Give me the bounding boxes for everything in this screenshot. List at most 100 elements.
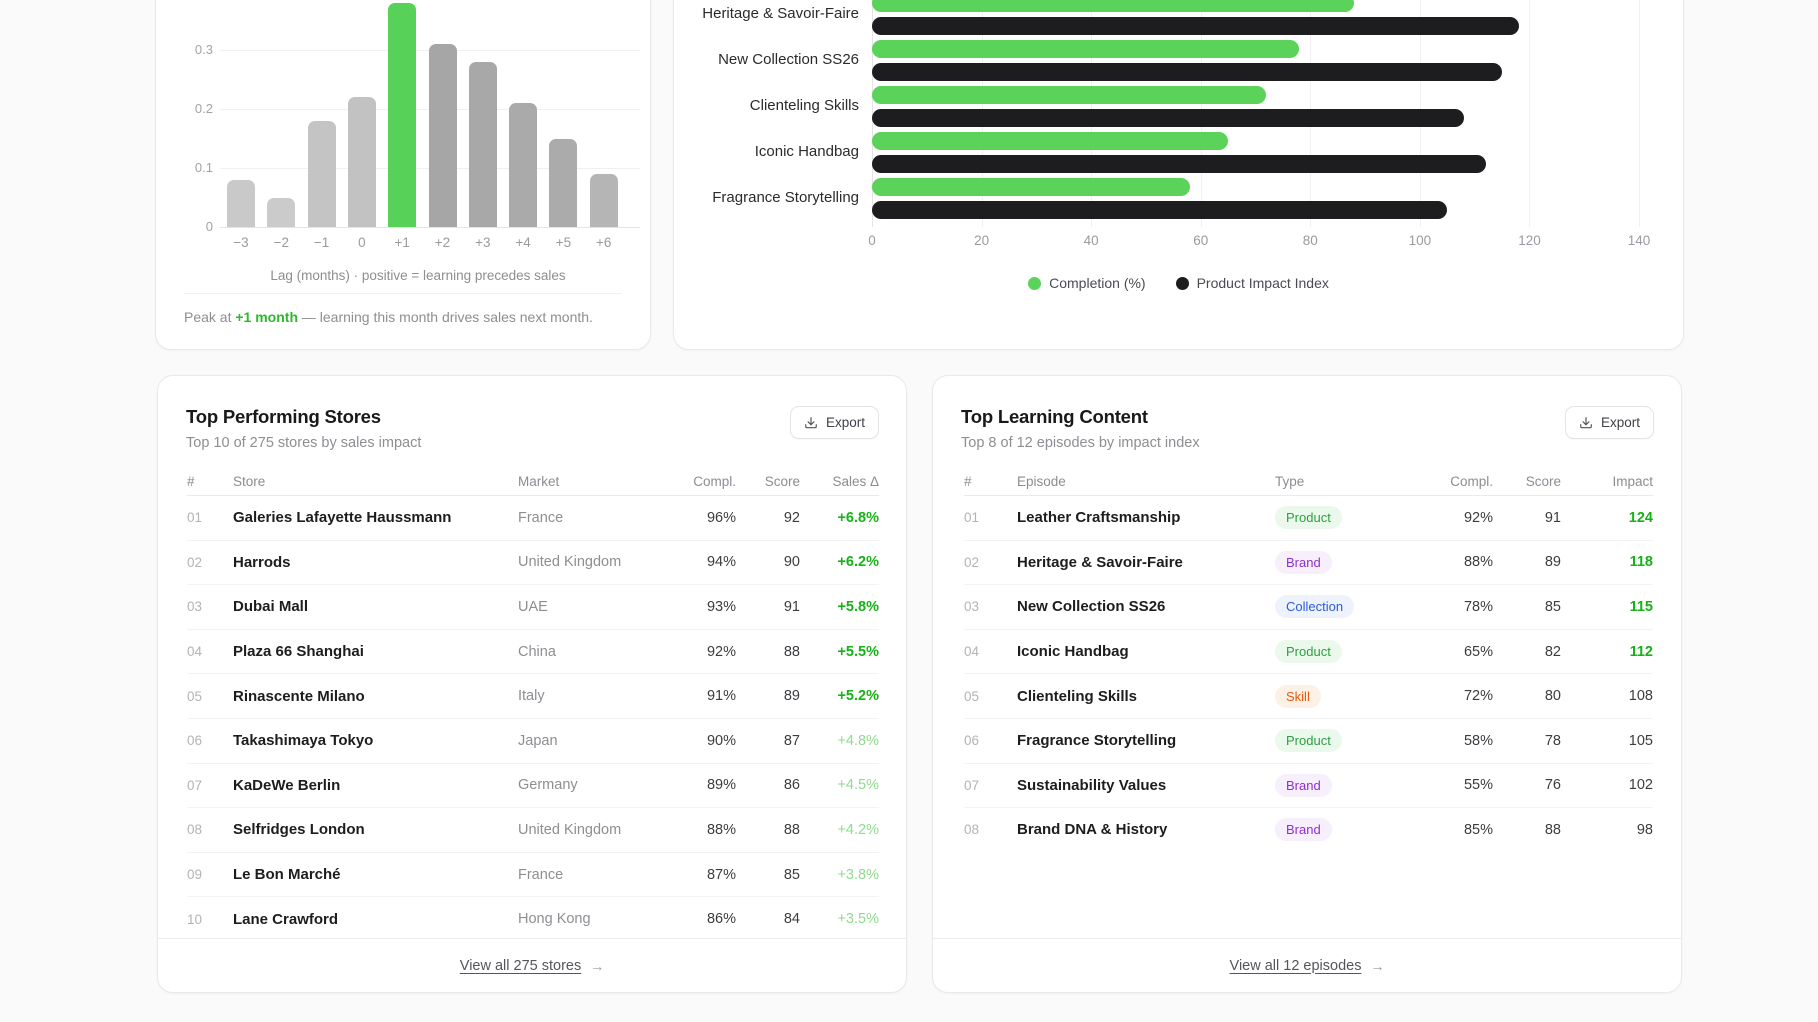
lag-correlation-card: Lag (months) · positive = learning prece… [155,0,651,350]
cell-sales-delta: +5.2% [837,688,879,705]
cell-store: Le Bon Marché [233,866,341,884]
cell-compl: 87% [706,866,736,883]
cell-store: Harrods [233,553,291,571]
cell-type: Brand [1275,818,1423,842]
type-badge: Brand [1275,773,1332,797]
cell-compl: 88% [706,821,736,838]
caption-suffix: — learning this month drives sales next … [298,309,593,325]
cell-episode: Iconic Handbag [1017,643,1129,661]
cell-impact: 105 [1628,732,1653,749]
cell-market: United Kingdom [518,821,622,838]
table-row: 03 New Collection SS26 Collection 78% 85 115 [964,585,1653,630]
cell-market: Japan [518,732,558,749]
type-badge: Skill [1275,684,1321,708]
type-badge: Product [1275,729,1342,753]
cell-score: 89 [783,688,800,705]
episodes-table: # Episode Type Compl. Score Impact 01 Leather C… [964,468,1653,852]
arrow-right-icon: → [1370,957,1385,974]
cell-store: Takashimaya Tokyo [233,732,374,750]
type-badge: Brand [1275,818,1332,842]
type-badge: Product [1275,506,1342,530]
cell-score: 88 [783,821,800,838]
top-learning-content-card: Top Learning Content Top 8 of 12 episode… [932,375,1682,993]
cell-type: Brand [1275,550,1423,574]
stores-table: # Store Market Compl. Score Sales Δ 01 Galeries… [187,468,879,941]
download-icon [1579,416,1593,430]
cell-rank: 03 [187,599,203,615]
x-tick-label: +2 [434,235,451,250]
cell-episode: Leather Craftsmanship [1017,509,1181,527]
x-tick-label: 140 [1627,233,1651,248]
cell-compl: 94% [706,554,736,571]
cell-rank: 03 [964,599,980,615]
legend-item-impact: Product Impact Index [1175,275,1329,291]
lag-bar [428,44,457,227]
cell-score: 90 [783,554,800,571]
cell-sales-delta: +3.8% [837,866,879,883]
cell-type: Skill [1275,684,1423,708]
cell-score: 85 [1544,598,1561,615]
cell-episode: Sustainability Values [1017,776,1167,794]
caption-prefix: Peak at [184,309,236,325]
cell-score: 86 [783,777,800,794]
y-tick-label: 0.3 [194,42,213,57]
caption-highlight: +1 month [235,309,298,325]
cell-episode: New Collection SS26 [1017,598,1166,616]
cell-score: 89 [1544,554,1561,571]
cell-score: 78 [1544,732,1561,749]
column-header: Compl. [1450,474,1493,489]
cell-compl: 92% [1463,509,1493,526]
cell-rank: 04 [964,644,980,660]
category-label: Clienteling Skills [749,97,859,114]
column-header: # [964,474,972,489]
card-subtitle: Top 8 of 12 episodes by impact index [961,435,1200,451]
cell-compl: 58% [1463,732,1493,749]
x-tick-label: +6 [595,235,612,250]
cell-score: 84 [783,911,800,928]
impact-bar [872,62,1503,81]
cell-sales-delta: +5.5% [837,643,879,660]
card-title: Top Learning Content [961,406,1148,427]
cell-store: Dubai Mall [233,598,309,616]
cell-rank: 07 [964,777,980,793]
table-row: 01 Leather Craftsmanship Product 92% 91 124 [964,496,1653,541]
cell-score: 76 [1544,777,1561,794]
export-button[interactable]: Export [1564,406,1654,439]
cell-type: Product [1275,729,1423,753]
cell-score: 87 [783,732,800,749]
column-header: Type [1275,474,1305,489]
y-tick-label: 0.1 [194,160,213,175]
view-all-episodes-link[interactable]: View all 12 episodes → [1230,958,1385,974]
x-tick-label: 0 [868,233,876,248]
cell-score: 88 [1544,821,1561,838]
legend-label: Completion (%) [1049,275,1146,291]
cell-compl: 89% [706,777,736,794]
lag-bar [267,197,296,227]
cell-impact: 124 [1628,509,1653,526]
lag-bar [347,97,376,227]
lag-bar [589,173,618,227]
view-all-label: View all 12 episodes [1229,957,1362,974]
view-all-stores-link[interactable]: View all 275 stores → [460,958,604,974]
cell-compl: 86% [706,911,736,928]
export-button[interactable]: Export [789,406,879,439]
column-header: Score [764,474,800,489]
cell-score: 91 [1544,509,1561,526]
table-row: 08 Selfridges London United Kingdom 88% 88 +4… [187,808,879,853]
table-row: 03 Dubai Mall UAE 93% 91 +5.8% [187,585,879,630]
x-tick-label: +4 [515,235,531,250]
lag-caption: Peak at +1 month — learning this month d… [184,293,622,325]
column-header: Store [233,474,266,489]
x-tick-label: 40 [1083,233,1099,248]
cell-sales-delta: +6.8% [837,509,879,526]
completion-bar [872,85,1267,104]
cell-compl: 90% [706,732,736,749]
lag-bar [227,179,255,227]
cell-market: France [518,509,564,526]
cell-score: 80 [1544,688,1561,705]
table-row: 07 Sustainability Values Brand 55% 76 102 [964,764,1653,809]
table-row: 02 Harrods United Kingdom 94% 90 +6.2% [187,541,879,586]
cell-rank: 01 [187,510,203,526]
cell-market: Hong Kong [518,911,591,928]
lag-bar [307,120,336,227]
